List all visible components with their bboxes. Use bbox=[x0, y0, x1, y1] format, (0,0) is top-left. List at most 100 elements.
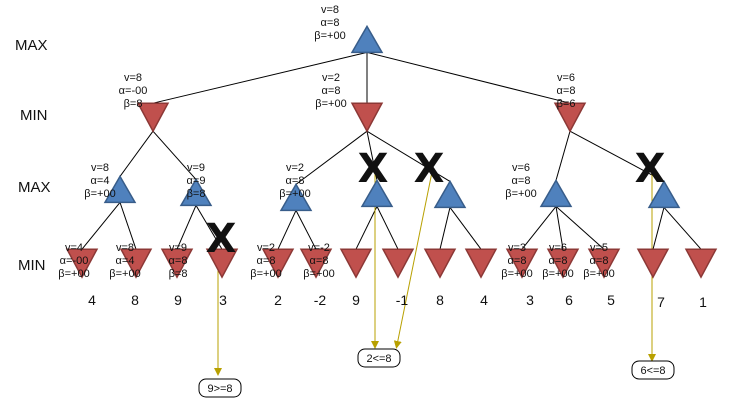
edge-a2-l4 bbox=[195, 205, 223, 250]
tree-edges bbox=[81, 51, 702, 250]
annotation-l2-0: v=8 bbox=[116, 242, 134, 254]
annotation-l6-0: v=-2 bbox=[308, 242, 330, 254]
annotation-c1-0: v=6 bbox=[512, 162, 530, 174]
level-label-min-2: MIN bbox=[18, 257, 46, 274]
prune-mark-b2: X bbox=[358, 146, 389, 192]
min-node-l10 bbox=[464, 248, 498, 279]
max-node-c2 bbox=[647, 179, 681, 209]
min-node-l4 bbox=[205, 248, 239, 279]
annotation-root-0: v=8 bbox=[321, 4, 339, 16]
note-box-l4 bbox=[198, 378, 242, 398]
annotation-a-0: v=8 bbox=[124, 72, 142, 84]
note-label-b2: 2<=8 bbox=[366, 353, 391, 365]
annotation-a1-1: α=4 bbox=[91, 175, 110, 187]
edge-b3-l9 bbox=[439, 207, 451, 250]
annotation-b-0: v=2 bbox=[322, 72, 340, 84]
min-node-l13 bbox=[587, 248, 621, 279]
annotation-l11-2: β=+00 bbox=[501, 268, 532, 280]
annotation-l13-0: v=5 bbox=[590, 242, 608, 254]
edge-b-b1 bbox=[295, 130, 368, 185]
edge-b-b3 bbox=[366, 130, 451, 182]
prune-marks: XX X X bbox=[206, 146, 666, 262]
min-node-l12 bbox=[546, 248, 580, 279]
annotation-l12-1: α=8 bbox=[549, 255, 568, 267]
annotation-c1-2: β=+00 bbox=[505, 188, 536, 200]
min-node-l6 bbox=[299, 248, 333, 279]
min-node-l7 bbox=[339, 248, 373, 279]
annotation-l6-2: β=+00 bbox=[303, 268, 334, 280]
arrow-b3 bbox=[393, 171, 433, 349]
edge-c1-l11 bbox=[521, 206, 557, 250]
prune-mark-l4: X bbox=[206, 216, 237, 262]
annotation-l5-0: v=2 bbox=[257, 242, 275, 254]
min-node-c bbox=[553, 102, 587, 133]
annotation-l1-2: β=+00 bbox=[58, 268, 89, 280]
annotation-l1-0: v=4 bbox=[65, 242, 83, 254]
leaf-value-l3: 9 bbox=[174, 292, 182, 308]
explanation-notes: 9>=8 2<=8 6<=8 bbox=[198, 348, 675, 398]
edge-b2-l7 bbox=[355, 206, 378, 250]
annotation-l2-2: β=+00 bbox=[109, 268, 140, 280]
edge-b3-l10 bbox=[449, 207, 482, 250]
edge-c2-l15 bbox=[663, 207, 702, 250]
annotation-l5-1: α=8 bbox=[257, 255, 276, 267]
leaf-value-l12: 6 bbox=[565, 292, 573, 308]
min-node-l5 bbox=[261, 248, 295, 279]
min-node-l11 bbox=[505, 248, 539, 279]
edge-c1-l13 bbox=[555, 206, 605, 250]
prune-mark-c2: X bbox=[635, 146, 666, 192]
leaf-value-l14: 7 bbox=[657, 294, 665, 310]
annotation-l11-1: α=8 bbox=[508, 255, 527, 267]
leaf-value-l9: 8 bbox=[436, 292, 444, 308]
edge-b2-l8 bbox=[376, 206, 399, 250]
level-label-max-2: MAX bbox=[18, 179, 51, 196]
leaf-values: 4 8 9 3 2 -2 9 -1 8 4 3 6 5 7 1 bbox=[88, 292, 707, 310]
note-label-l4: 9>=8 bbox=[207, 383, 232, 395]
leaf-value-l7: 9 bbox=[352, 292, 360, 308]
min-node-l15 bbox=[684, 248, 718, 279]
leaf-value-l2: 8 bbox=[131, 292, 139, 308]
annotation-c-2: β=6 bbox=[557, 98, 576, 110]
edge-a1-l1 bbox=[81, 202, 121, 250]
annotation-a2-2: β=8 bbox=[187, 188, 206, 200]
annotation-l3-1: α=8 bbox=[169, 255, 188, 267]
leaf-value-l4: 3 bbox=[219, 292, 227, 308]
annotation-l12-2: β=+00 bbox=[542, 268, 573, 280]
edge-a2-l3 bbox=[176, 205, 197, 250]
min-node-l2 bbox=[119, 248, 153, 279]
max-node-a2 bbox=[179, 177, 213, 207]
annotation-a-1: α=-00 bbox=[119, 85, 148, 97]
edge-c1-l12 bbox=[555, 206, 564, 250]
min-node-l8 bbox=[381, 248, 415, 279]
edge-root-c bbox=[366, 51, 571, 104]
annotation-b-1: α=8 bbox=[322, 85, 341, 97]
annotation-l13-1: α=8 bbox=[590, 255, 609, 267]
annotation-l13-2: β=+00 bbox=[583, 268, 614, 280]
note-label-c2: 6<=8 bbox=[640, 365, 665, 377]
leaf-value-l10: 4 bbox=[480, 292, 488, 308]
annotation-c-1: α=8 bbox=[557, 85, 576, 97]
level-label-min-1: MIN bbox=[20, 107, 48, 124]
annotation-l5-2: β=+00 bbox=[250, 268, 281, 280]
annotation-c-0: v=6 bbox=[557, 72, 575, 84]
annotation-a2-1: α=9 bbox=[187, 175, 206, 187]
edge-c-c1 bbox=[555, 131, 571, 181]
annotation-l1-1: α=-00 bbox=[60, 255, 89, 267]
annotation-l3-2: β=8 bbox=[169, 268, 188, 280]
annotation-l12-0: v=6 bbox=[549, 242, 567, 254]
annotation-b1-1: α=8 bbox=[286, 175, 305, 187]
annotation-l11-0: v=3 bbox=[508, 242, 526, 254]
prune-mark-b3: X bbox=[414, 146, 445, 192]
leaf-value-l11: 3 bbox=[526, 292, 534, 308]
edge-b1-l6 bbox=[295, 210, 317, 250]
edge-c-c2 bbox=[569, 130, 665, 182]
annotation-b-2: β=+00 bbox=[315, 98, 346, 110]
min-node-l9 bbox=[423, 248, 457, 279]
min-node-l3 bbox=[160, 248, 194, 279]
leaf-value-l1: 4 bbox=[88, 292, 96, 308]
edge-a1-l2 bbox=[119, 202, 137, 250]
edge-b1-l5 bbox=[277, 210, 297, 250]
leaf-value-l15: 1 bbox=[699, 294, 707, 310]
annotation-l6-1: α=8 bbox=[310, 255, 329, 267]
